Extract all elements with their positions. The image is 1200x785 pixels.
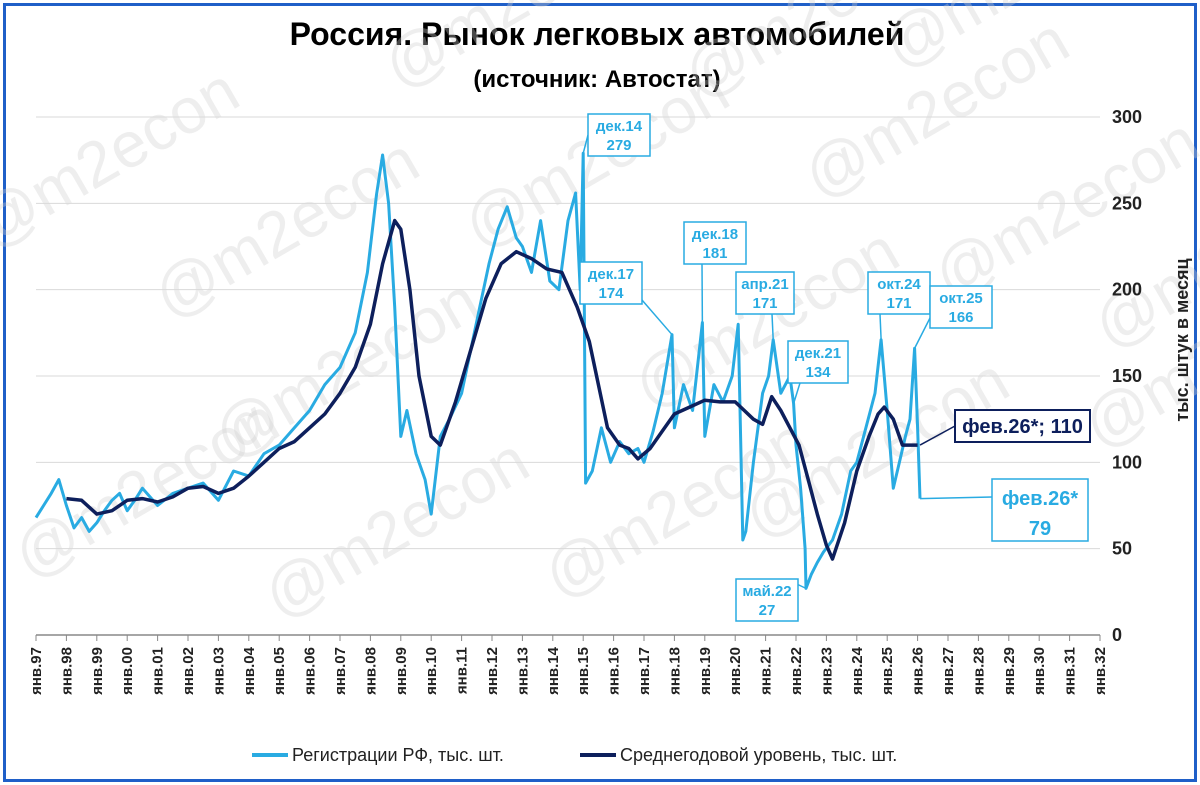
y-tick-label: 300 bbox=[1112, 107, 1142, 127]
annotation-leader bbox=[919, 425, 956, 446]
annotation-label: фев.26*; 110 bbox=[962, 416, 1083, 438]
annotation-label: окт.24 bbox=[877, 276, 921, 293]
annotation-label: окт.25 bbox=[939, 290, 983, 307]
x-tick-label: янв.30 bbox=[1031, 647, 1048, 695]
annotation-value: 174 bbox=[598, 285, 624, 302]
annotation-value: 79 bbox=[1029, 518, 1051, 540]
x-tick-label: янв.99 bbox=[89, 647, 106, 695]
annotation-leader bbox=[920, 496, 993, 500]
annotation-box bbox=[735, 578, 799, 622]
watermark-text: @m2econ bbox=[141, 123, 430, 332]
x-tick-label: янв.10 bbox=[423, 647, 440, 695]
annotation-label: дек.14 bbox=[596, 118, 643, 135]
x-tick-label: янв.26 bbox=[910, 647, 927, 695]
chart-title: Россия. Рынок легковых автомобилей bbox=[289, 16, 905, 52]
annotation-box bbox=[991, 478, 1089, 542]
legend-label-average: Среднегодовой уровень, тыс. шт. bbox=[620, 745, 897, 765]
annotation-value: 27 bbox=[759, 602, 776, 619]
x-tick-label: янв.19 bbox=[697, 647, 714, 695]
x-tick-label: янв.04 bbox=[241, 646, 258, 695]
x-tick-label: янв.23 bbox=[818, 647, 835, 695]
annotation-box bbox=[735, 271, 795, 315]
y-tick-label: 150 bbox=[1112, 366, 1142, 386]
x-tick-label: янв.17 bbox=[636, 647, 653, 695]
annotation-box bbox=[954, 409, 1091, 443]
annotation-leader bbox=[641, 299, 673, 336]
annotation-box bbox=[867, 271, 931, 315]
x-tick-label: янв.07 bbox=[332, 647, 349, 695]
x-tick-label: янв.15 bbox=[575, 647, 592, 695]
x-tick-label: янв.00 bbox=[119, 647, 136, 695]
legend-label-registrations: Регистрации РФ, тыс. шт. bbox=[292, 745, 504, 765]
x-tick-label: янв.22 bbox=[788, 647, 805, 695]
annotation-label: май.22 bbox=[742, 583, 791, 600]
annotation-label: дек.21 bbox=[795, 345, 841, 362]
x-tick-label: янв.16 bbox=[606, 647, 623, 695]
annotation-box bbox=[929, 285, 993, 329]
annotation-label: дек.17 bbox=[588, 266, 634, 283]
x-tick-label: янв.01 bbox=[150, 647, 167, 695]
x-tick-label: янв.29 bbox=[1001, 647, 1018, 695]
annotation-value: 166 bbox=[948, 309, 973, 326]
x-tick-label: янв.12 bbox=[484, 647, 501, 695]
x-tick-label: янв.24 bbox=[849, 646, 866, 695]
x-tick-label: янв.14 bbox=[545, 646, 562, 695]
annotation-value: 181 bbox=[702, 245, 727, 262]
x-tick-label: янв.06 bbox=[302, 647, 319, 695]
x-tick-label: янв.28 bbox=[970, 647, 987, 695]
annotation-leader bbox=[771, 313, 774, 340]
x-tick-label: янв.20 bbox=[727, 647, 744, 695]
annotation-value: 134 bbox=[805, 364, 831, 381]
watermark-text: @m2econ bbox=[251, 423, 540, 632]
y-axis-ticks: 0 50 100 150 200 250 300 bbox=[1112, 107, 1142, 645]
watermark-text: @m2econ bbox=[371, 0, 660, 102]
x-tick-label: янв.97 bbox=[28, 647, 45, 695]
annotation-box bbox=[587, 113, 651, 157]
x-tick-label: янв.31 bbox=[1062, 647, 1079, 695]
x-tick-label: янв.25 bbox=[879, 647, 896, 695]
y-tick-label: 0 bbox=[1112, 625, 1122, 645]
annotation-value: 171 bbox=[752, 295, 777, 312]
annotation-leader bbox=[913, 317, 931, 349]
x-tick-label: янв.98 bbox=[58, 647, 75, 695]
annotation-box bbox=[579, 261, 643, 305]
annotation-label: апр.21 bbox=[741, 276, 788, 293]
x-tick-label: янв.13 bbox=[514, 647, 531, 695]
annotation-box bbox=[683, 221, 747, 265]
x-tick-label: янв.05 bbox=[271, 647, 288, 695]
annotation-layer: дек.14 279 дек.17 174 дек.18 181 апр.21 171 дек.… bbox=[579, 113, 1091, 622]
x-tick-label: янв.21 bbox=[758, 647, 775, 695]
x-tick-label: янв.18 bbox=[666, 647, 683, 695]
legend: Регистрации РФ, тыс. шт. Среднегодовой ур… bbox=[252, 745, 897, 765]
annotation-value: 171 bbox=[886, 295, 911, 312]
y-axis-label: тыс. штук в месяц bbox=[1172, 258, 1192, 421]
y-tick-label: 100 bbox=[1112, 452, 1142, 472]
watermark-text: @m2econ bbox=[1, 383, 290, 592]
x-axis-ticks: янв.97 янв.98 янв.99 янв.00 янв.01 янв.02 янв.… bbox=[28, 635, 1109, 695]
annotation-value: 279 bbox=[606, 137, 631, 154]
y-tick-label: 250 bbox=[1112, 193, 1142, 213]
watermark-text: @m2econ bbox=[621, 213, 910, 422]
x-tick-label: янв.11 bbox=[454, 647, 471, 694]
annotation-leader bbox=[879, 313, 882, 340]
y-tick-label: 200 bbox=[1112, 280, 1142, 300]
x-tick-label: янв.03 bbox=[210, 647, 227, 695]
annotation-label: фев.26* bbox=[1002, 488, 1078, 510]
annotation-leader bbox=[792, 382, 801, 404]
series-annual-average-line bbox=[66, 218, 918, 561]
x-tick-label: янв.27 bbox=[940, 647, 957, 695]
annotation-leader bbox=[582, 134, 589, 154]
chart-subtitle: (источник: Автостат) bbox=[473, 66, 721, 93]
y-tick-label: 50 bbox=[1112, 539, 1132, 559]
x-tick-label: янв.32 bbox=[1092, 647, 1109, 695]
x-tick-label: янв.08 bbox=[362, 647, 379, 695]
annotation-box bbox=[787, 340, 849, 384]
annotation-label: дек.18 bbox=[692, 226, 738, 243]
x-tick-label: янв.02 bbox=[180, 647, 197, 695]
x-tick-label: янв.09 bbox=[393, 647, 410, 695]
